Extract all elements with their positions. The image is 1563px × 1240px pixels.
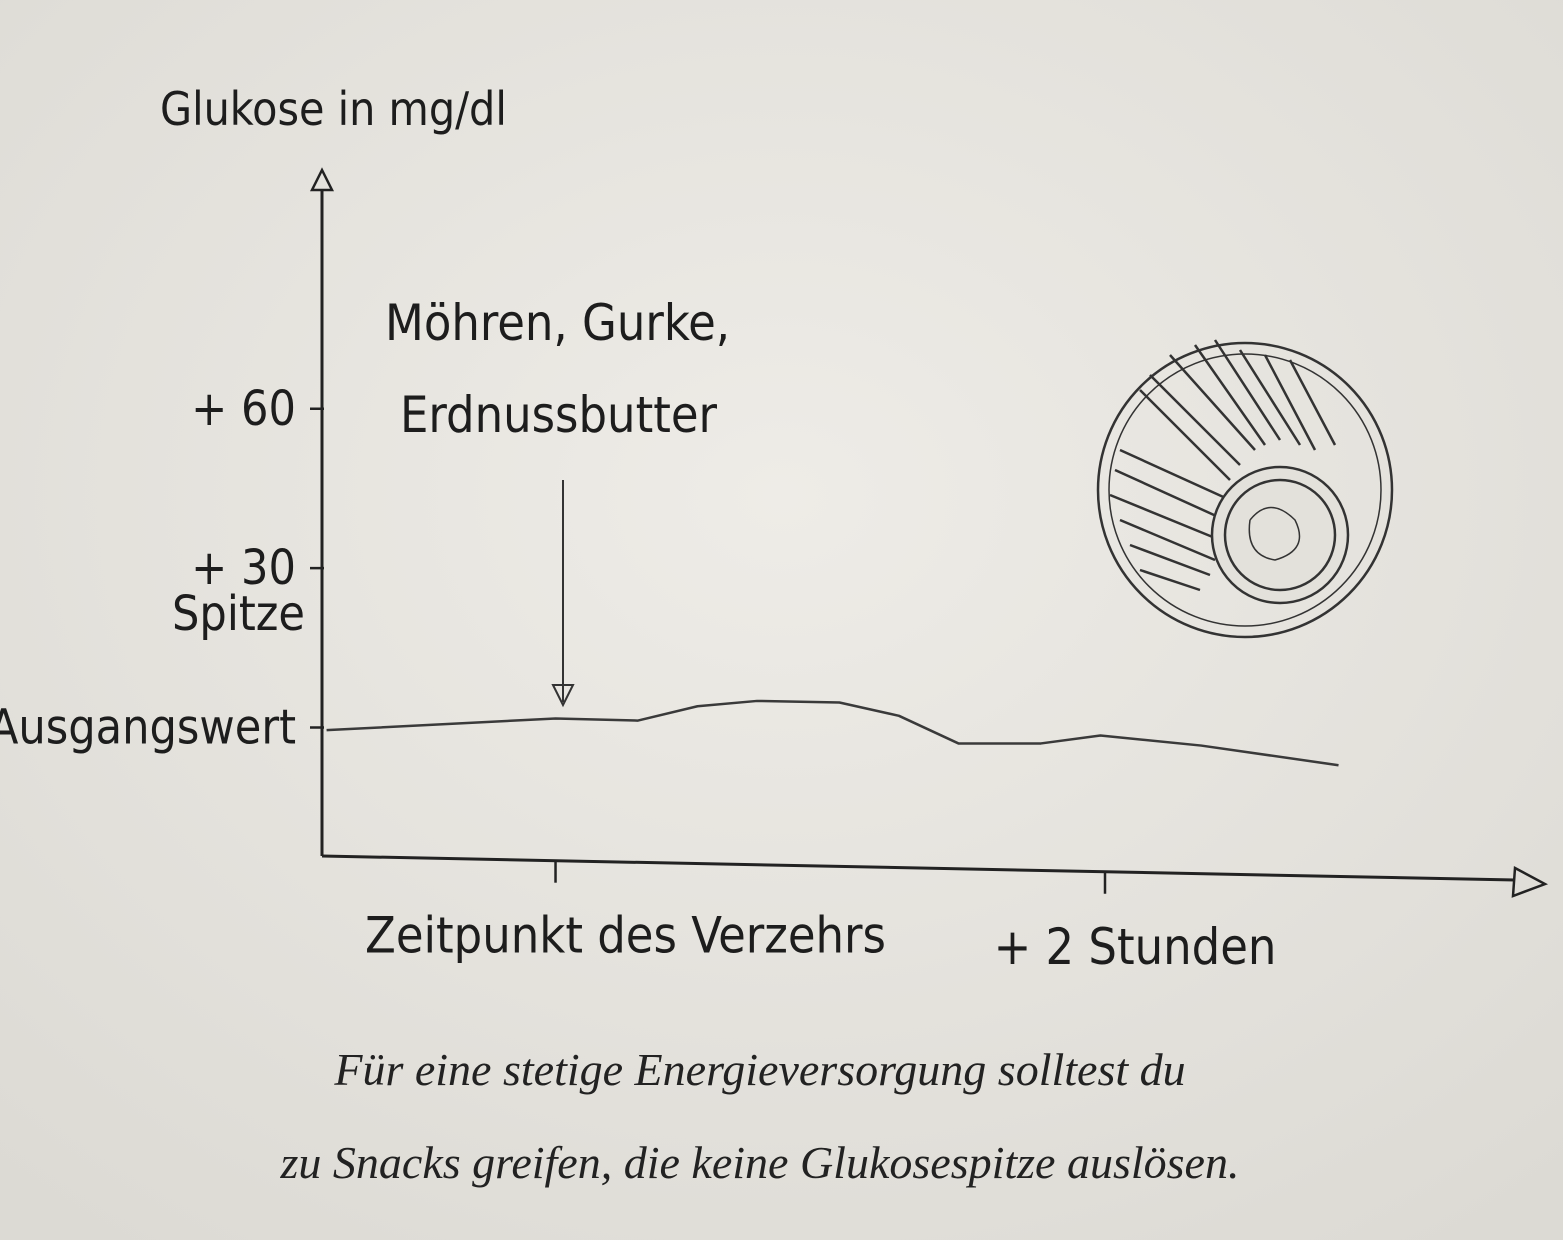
y-tick-label: Ausgangswert: [0, 700, 296, 756]
x-tick-label: + 2 Stunden: [994, 918, 1277, 976]
annotation: Erdnussbutter: [400, 386, 718, 444]
glucose-line: [326, 699, 1339, 767]
plate-illustration: [1096, 339, 1394, 639]
y-tick-label: + 60: [191, 381, 296, 437]
caption: zu Snacks greifen, die keine Glukosespit…: [280, 1137, 1240, 1188]
y-axis-arrow: [309, 167, 335, 192]
x-axis-arrow: [1511, 865, 1549, 898]
y-annotation: Spitze: [172, 586, 305, 642]
x-tick-label: Zeitpunkt des Verzehrs: [365, 907, 886, 965]
y-axis-label: Glukose in mg/dl: [160, 82, 507, 136]
annotation: Möhren, Gurke,: [385, 294, 730, 352]
arrow-head: [551, 684, 575, 708]
caption: Für eine stetige Energieversorgung sollt…: [333, 1044, 1185, 1095]
x-axis: [321, 854, 1516, 882]
y-tick-label: + 30: [191, 540, 296, 596]
